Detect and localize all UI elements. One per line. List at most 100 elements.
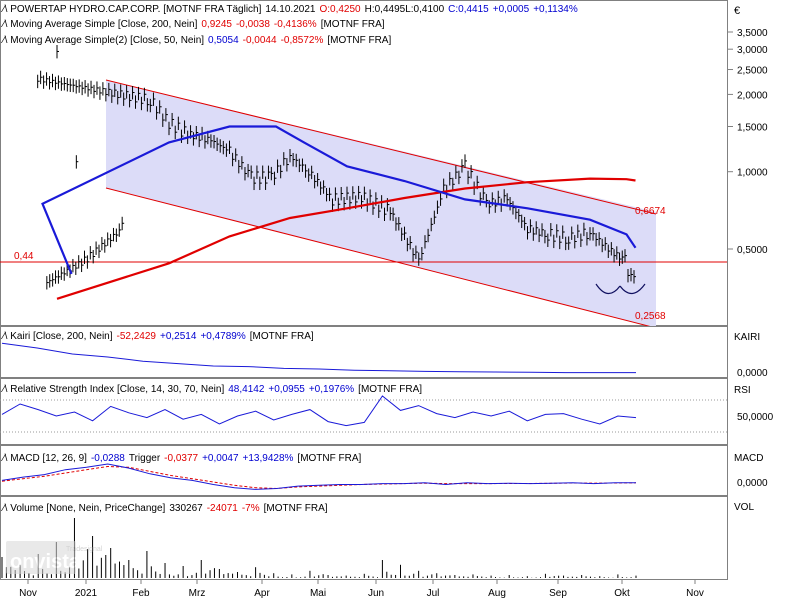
rsi-pct: +0,1976%: [309, 384, 354, 395]
volume-name: Volume [None, Nein, PriceChange]: [10, 503, 165, 514]
macd-trigger-label: Trigger: [129, 453, 161, 464]
price-tick-label: 3,5000: [737, 28, 768, 39]
macd-value: -0,0288: [91, 453, 125, 464]
volume-header: ⁄\ Volume [None, Nein, PriceChange] 33026…: [0, 503, 328, 514]
annotation-044: 0,44: [14, 251, 34, 262]
volume-pane-frame: [0, 496, 728, 580]
header-pct: +0,1134%: [533, 4, 578, 15]
header-prefix: ⁄\: [0, 4, 10, 15]
kairi-pane-label: KAIRI: [734, 332, 760, 343]
kairi-pct: +0,4789%: [200, 331, 245, 342]
kairi-header: ⁄\ Kairi [Close, 200, Nein] -52,2429 +0,25…: [0, 331, 314, 342]
x-tick-label: Jul: [427, 588, 440, 599]
price-header: ⁄\ POWERTAP HYDRO.CAP.CORP. [MOTNF FRA T…: [0, 4, 578, 15]
price-bars: [37, 44, 636, 290]
volume-prefix: ⁄\: [0, 503, 10, 514]
macd-prefix: ⁄\: [0, 453, 10, 464]
annotation-02568: 0,2568: [635, 311, 666, 322]
x-tick-label: Sep: [549, 588, 567, 599]
rsi-line: [1, 395, 637, 427]
ma200-change: -0,0038: [236, 19, 270, 30]
header-date: 14.10.2021: [265, 4, 315, 15]
header-close: C:0,4415: [448, 4, 489, 15]
rsi-prefix: ⁄\: [0, 384, 10, 395]
header-low: L:0,4100: [405, 4, 444, 15]
x-tick-label: Nov: [19, 588, 37, 599]
price-axis: € 3,5000 3,0000 2,5000 2,0000 1,5000 1,0000 0,…: [728, 5, 768, 256]
rsi-pane-label: RSI: [734, 385, 751, 396]
macd-pct: +13,9428%: [243, 453, 294, 464]
cup-arc-right: [619, 283, 646, 295]
rsi-pane-frame: [0, 378, 728, 445]
x-tick-label: Aug: [488, 588, 506, 599]
macd-src: [MOTNF FRA]: [297, 453, 361, 464]
watermark-brand: onvista: [10, 551, 81, 573]
ma50-line: [41, 125, 637, 275]
kairi-change: +0,2514: [160, 331, 197, 342]
kairi-name: Kairi [Close, 200, Nein]: [10, 331, 112, 342]
kairi-pane: ⁄\ Kairi [Close, 200, Nein] -52,2429 +0,25…: [0, 326, 768, 379]
price-pane: 0,44 0,6674 0,2568 ⁄\ POWERTAP HYDRO.CAP…: [0, 0, 728, 329]
rsi-header: ⁄\ Relative Strength Index [Close, 14, 3…: [0, 384, 422, 395]
rsi-pane: ⁄\ Relative Strength Index [Close, 14, 3…: [0, 378, 774, 445]
rsi-value: 48,4142: [228, 384, 265, 395]
kairi-value: -52,2429: [117, 331, 157, 342]
ma50-change: -0,0044: [243, 35, 277, 46]
price-tick-label: 1,0000: [737, 168, 768, 179]
kairi-pane-frame: [0, 326, 728, 378]
kairi-prefix: ⁄\: [0, 331, 10, 342]
kairi-tick-label: 0,0000: [737, 368, 768, 379]
volume-change: -24071: [207, 503, 239, 514]
x-tick-label: Feb: [132, 588, 150, 599]
kairi-src: [MOTNF FRA]: [250, 331, 314, 342]
kairi-line: [1, 342, 636, 374]
watermark-box: [6, 541, 76, 574]
header-change: +0,0005: [493, 4, 530, 15]
currency-label: €: [734, 5, 740, 17]
x-axis: Nov 2021 Feb Mrz Apr Mai Jun Jul Aug Sep Okt Nov: [19, 580, 704, 599]
x-tick-label: Apr: [254, 588, 270, 599]
rsi-tick-label: 50,0000: [737, 412, 774, 423]
ma200-src: [MOTNF FRA]: [321, 19, 385, 30]
rsi-name: Relative Strength Index [Close, 14, 30, …: [10, 384, 224, 395]
ma50-pct: -0,8572%: [281, 35, 324, 46]
price-tick-label: 0,5000: [737, 245, 768, 256]
macd-header: ⁄\ MACD [12, 26, 9] -0,0288 Trigger -0,0377…: [0, 453, 362, 464]
watermark-sub: Tradesignal: [66, 546, 103, 553]
ma50-name: Moving Average Simple(2) [Close, 50, Nei…: [10, 35, 204, 46]
channel-upper-line: [105, 79, 657, 215]
macd-trigger: -0,0377: [164, 453, 198, 464]
watermark: onvista Tradesignal: [6, 541, 103, 574]
volume-src: [MOTNF FRA]: [264, 503, 328, 514]
price-tick-label: 2,0000: [737, 90, 768, 101]
cup-arc-left: [595, 283, 621, 295]
ma50-prefix: ⁄\: [0, 35, 10, 46]
macd-pane-label: MACD: [734, 453, 763, 464]
trend-channel: [106, 80, 656, 328]
macd-line: [1, 463, 636, 490]
ma200-name: Moving Average Simple [Close, 200, Nein]: [10, 19, 197, 30]
x-tick-label: Mai: [310, 588, 326, 599]
price-tick-label: 1,5000: [737, 122, 768, 133]
volume-pane: ⁄\ Volume [None, Nein, PriceChange] 33026…: [0, 496, 754, 580]
header-high: H:0,4495: [365, 4, 406, 15]
volume-pct: -7%: [242, 503, 260, 514]
ma200-value: 0,9245: [201, 19, 232, 30]
x-tick-label: Mrz: [189, 588, 206, 599]
ma200-prefix: ⁄\: [0, 19, 10, 30]
macd-name: MACD [12, 26, 9]: [10, 453, 87, 464]
annotation-06674: 0,6674: [635, 206, 666, 217]
ma200-pct: -0,4136%: [274, 19, 317, 30]
x-tick-label: Nov: [686, 588, 704, 599]
header-open: O:0,4250: [319, 4, 361, 15]
macd-tick-label: 0,0000: [737, 478, 768, 489]
macd-pane-frame: [0, 445, 728, 496]
x-tick-label: 2021: [75, 588, 98, 599]
volume-pane-label: VOL: [734, 502, 754, 513]
macd-change: +0,0047: [202, 453, 239, 464]
ma50-value: 0,5054: [208, 35, 239, 46]
macd-pane: ⁄\ MACD [12, 26, 9] -0,0288 Trigger -0,0377…: [0, 445, 768, 496]
ma200-line: [56, 177, 636, 300]
rsi-src: [MOTNF FRA]: [358, 384, 422, 395]
